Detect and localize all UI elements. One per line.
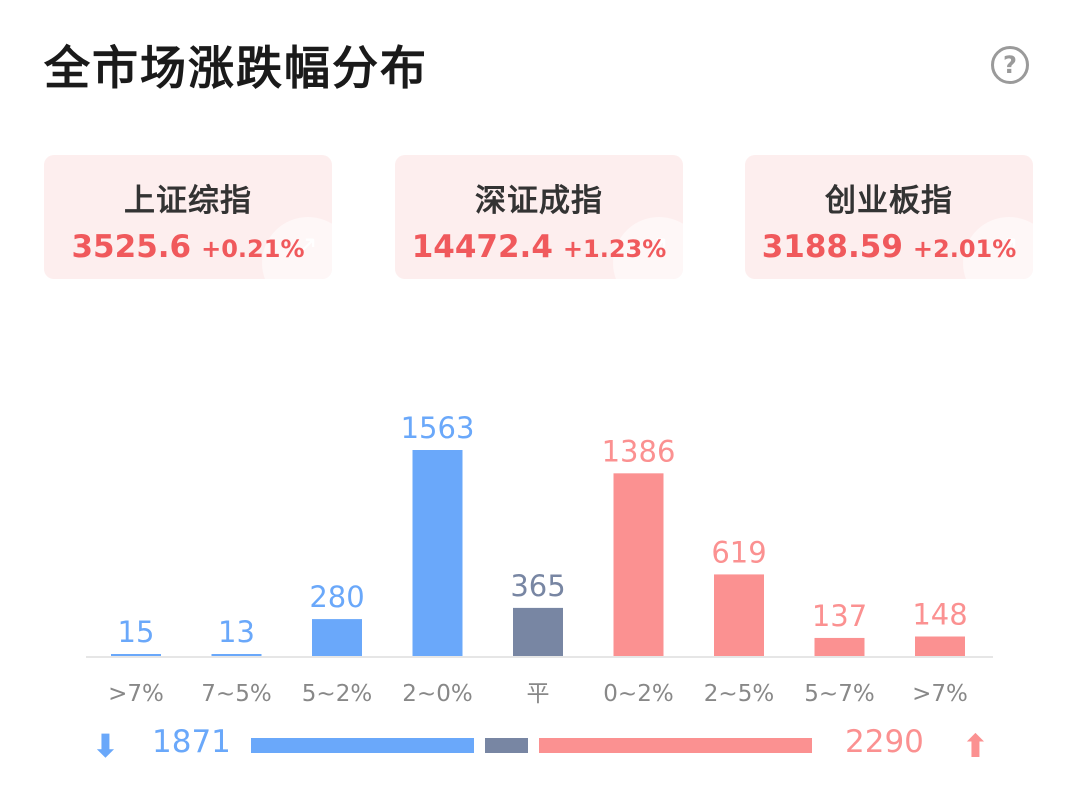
- index-change: +2.01%: [912, 235, 1017, 263]
- up-total: 2290: [845, 724, 924, 760]
- down-arrow-icon: ⬇: [92, 727, 119, 765]
- bar-1[interactable]: [211, 654, 262, 656]
- bar-value-label: 365: [510, 569, 565, 603]
- bar-3[interactable]: [412, 450, 463, 656]
- bar-value-label: 619: [711, 535, 766, 569]
- trend-up-icon: ↗: [645, 229, 669, 262]
- bar-6[interactable]: [714, 574, 764, 656]
- index-card-shenzhen[interactable]: ↗ 深证成指 14472.4 +1.23%: [395, 155, 683, 279]
- bar-2[interactable]: [312, 619, 362, 656]
- index-price: 3188.59: [761, 229, 903, 265]
- index-card-chinext[interactable]: ↗ 创业板指 3188.59 +2.01%: [745, 155, 1033, 279]
- index-name: 上证综指: [124, 183, 252, 219]
- up-ratio-bar: [539, 738, 812, 753]
- bar-5[interactable]: [613, 473, 664, 656]
- help-icon[interactable]: ?: [991, 46, 1029, 84]
- trend-up-icon: ↗: [995, 229, 1019, 262]
- x-tick-label: 2~5%: [704, 681, 774, 707]
- down-ratio-bar: [251, 738, 474, 753]
- index-name: 创业板指: [825, 183, 953, 219]
- index-change: +1.23%: [562, 235, 667, 263]
- bar-4[interactable]: [513, 607, 563, 656]
- index-name: 深证成指: [475, 183, 603, 219]
- x-tick-label: 7~5%: [201, 681, 271, 707]
- index-card-shanghai[interactable]: ↗ 上证综指 3525.6 +0.21%: [44, 155, 332, 279]
- x-tick-label: >7%: [108, 681, 164, 707]
- up-arrow-icon: ⬆: [962, 727, 989, 765]
- flat-ratio-bar: [484, 738, 529, 753]
- x-tick-label: 5~7%: [804, 681, 874, 707]
- bar-7[interactable]: [814, 637, 865, 656]
- bar-value-label: 1563: [401, 411, 475, 445]
- bar-value-label: 280: [309, 580, 364, 614]
- x-tick-label: 0~2%: [603, 681, 673, 707]
- bar-value-label: 13: [218, 615, 255, 649]
- bar-value-label: 1386: [602, 434, 676, 468]
- x-tick-label: 5~2%: [302, 681, 372, 707]
- down-total: 1871: [152, 724, 231, 760]
- bar-value-label: 137: [812, 599, 867, 633]
- index-change: +0.21%: [201, 235, 305, 263]
- trend-up-icon: ↗: [294, 229, 318, 262]
- x-tick-label: >7%: [912, 681, 968, 707]
- bar-value-label: 15: [118, 615, 155, 649]
- page-title: 全市场涨跌幅分布: [44, 41, 428, 95]
- distribution-chart: 15 >7% 13 7~5% 280 5~2% 1563 2~0% 365 平 1386 0~2% 61…: [86, 411, 993, 707]
- index-price: 14472.4: [411, 229, 553, 265]
- x-tick-label: 2~0%: [402, 681, 472, 707]
- x-tick-label: 平: [527, 681, 550, 707]
- bar-8[interactable]: [915, 636, 965, 656]
- bar-0[interactable]: [111, 654, 161, 656]
- index-price: 3525.6: [71, 229, 192, 265]
- bar-value-label: 148: [912, 597, 967, 631]
